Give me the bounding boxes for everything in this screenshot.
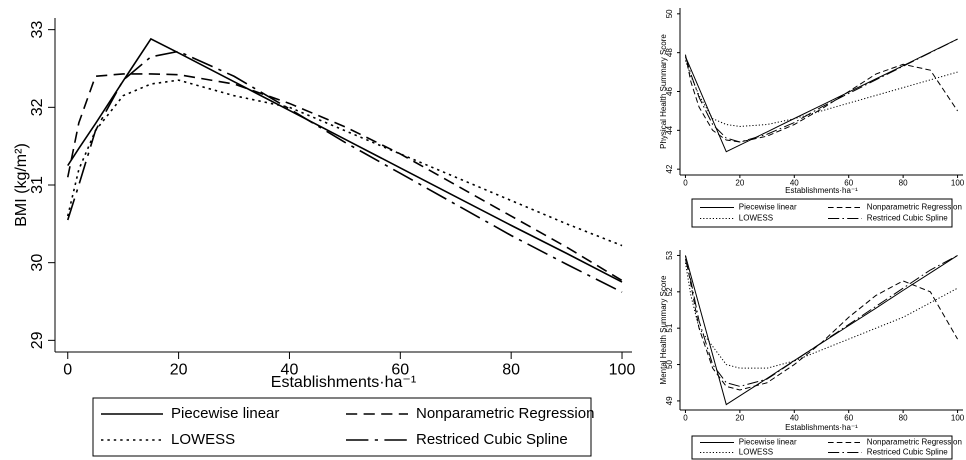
y-tick-label: 44 (665, 125, 674, 134)
y-tick-label: 29 (29, 331, 46, 349)
legend-box (691, 198, 953, 228)
x-tick-label: 20 (735, 414, 744, 423)
legend-label: Piecewise linear (739, 438, 797, 447)
series-line (684, 255, 958, 406)
x-axis-title: Establishments·ha⁻¹ (785, 423, 858, 432)
y-tick-label: 52 (665, 287, 674, 296)
x-tick-label: 80 (502, 361, 520, 378)
x-tick-label: 0 (683, 179, 688, 188)
x-tick-label: 0 (63, 361, 72, 378)
x-tick-label: 60 (391, 361, 409, 378)
legend-label: Piecewise linear (739, 203, 797, 212)
x-tick-label: 40 (281, 361, 299, 378)
y-tick-label: 42 (665, 164, 674, 173)
series-line (67, 37, 623, 283)
y-axis-title: Physical Health Summary Score (659, 34, 668, 149)
x-tick-label: 20 (170, 361, 188, 378)
y-axis-title: Mental Health Summary Score (659, 275, 668, 384)
series-line (66, 79, 623, 247)
chart-panel: 49 50 51 52 53 0 20 40 60 80 100 Establishments·ha⁻… (659, 250, 965, 460)
y-tick-label: 50 (665, 360, 674, 369)
chart-panel: 29 30 31 32 33 0 20 40 60 80 100 Establishments·ha⁻… (13, 18, 636, 457)
x-tick-label: 60 (844, 414, 853, 423)
series-line (684, 255, 958, 391)
legend-box (691, 435, 953, 460)
x-tick-label: 40 (790, 179, 799, 188)
series-line (66, 73, 623, 282)
x-tick-label: 80 (899, 414, 908, 423)
series-line (684, 38, 958, 153)
legend-label: LOWESS (171, 431, 235, 448)
y-tick-label: 50 (665, 9, 674, 18)
series-line (684, 255, 958, 387)
y-tick-label: 33 (29, 21, 46, 39)
legend-label: Restriced Cubic Spline (867, 448, 948, 457)
legend-label: Piecewise linear (171, 405, 279, 422)
legend-label: Nonparametric Regression (416, 405, 594, 422)
series-line (684, 54, 958, 143)
legend-label: LOWESS (739, 214, 773, 223)
x-tick-label: 40 (790, 414, 799, 423)
y-tick-label: 46 (665, 87, 674, 96)
x-tick-label: 100 (951, 179, 965, 188)
y-tick-label: 31 (29, 176, 46, 194)
legend-box (92, 397, 592, 457)
y-axis-title: BMI (kg/m²) (13, 143, 30, 227)
x-tick-label: 100 (609, 361, 636, 378)
x-tick-label: 20 (735, 179, 744, 188)
y-tick-label: 53 (665, 250, 674, 259)
x-axis-title: Establishments·ha⁻¹ (785, 186, 858, 195)
legend-label: LOWESS (739, 448, 773, 457)
y-tick-label: 32 (29, 98, 46, 116)
chart-panel: 42 44 46 48 50 0 20 40 60 80 100 Establishments·ha⁻… (659, 8, 965, 228)
legend-label: Restriced Cubic Spline (416, 431, 568, 448)
x-tick-label: 0 (683, 414, 688, 423)
y-tick-label: 51 (665, 323, 674, 332)
x-tick-label: 100 (951, 414, 965, 423)
legend-label: Nonparametric Regression (867, 203, 962, 212)
series-line (684, 262, 958, 369)
y-tick-label: 30 (29, 254, 46, 272)
legend-label: Restriced Cubic Spline (867, 214, 948, 223)
series-line (684, 38, 958, 143)
y-tick-label: 48 (665, 48, 674, 57)
y-tick-label: 49 (665, 396, 674, 405)
series-line (66, 50, 623, 293)
series-line (684, 60, 958, 127)
x-tick-label: 80 (899, 179, 908, 188)
x-axis-title: Establishments·ha⁻¹ (271, 374, 416, 391)
legend-label: Nonparametric Regression (867, 438, 962, 447)
x-tick-label: 60 (844, 179, 853, 188)
